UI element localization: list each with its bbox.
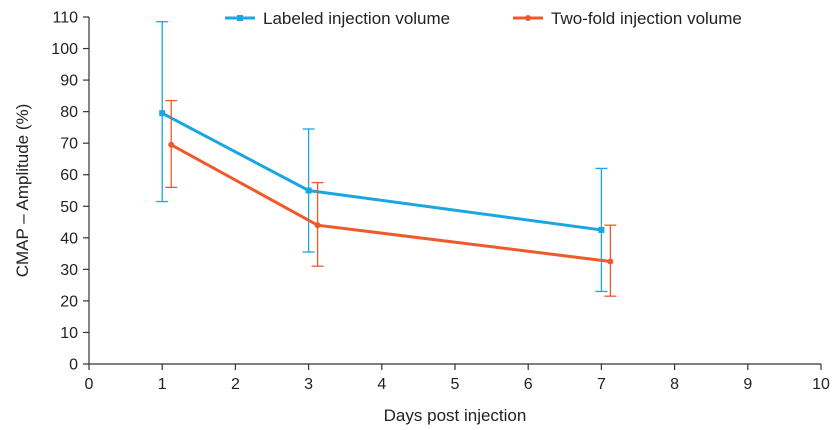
x-tick-label: 2 [231, 376, 240, 393]
y-tick-label: 90 [60, 73, 78, 90]
data-point [305, 187, 312, 194]
x-tick-label: 5 [451, 376, 460, 393]
legend-label: Two-fold injection volume [551, 9, 742, 28]
y-tick-label: 50 [60, 199, 78, 216]
y-tick-label: 0 [69, 357, 78, 374]
legend-marker [525, 15, 531, 21]
y-tick-label: 40 [60, 230, 78, 247]
x-tick-label: 9 [743, 376, 752, 393]
y-axis-title: CMAP – Amplitude (%) [13, 104, 32, 278]
y-tick-label: 10 [60, 325, 78, 342]
x-tick-label: 0 [85, 376, 94, 393]
y-tick-label: 60 [60, 167, 78, 184]
x-tick-label: 6 [524, 376, 533, 393]
y-tick-label: 80 [60, 104, 78, 121]
legend-item: Labeled injection volume [225, 9, 450, 28]
data-point [607, 258, 614, 265]
series-labeled-volume [156, 21, 608, 293]
legend-marker [237, 15, 243, 21]
x-tick-label: 4 [377, 376, 386, 393]
series-two-fold-volume [165, 99, 617, 297]
x-tick-label: 3 [304, 376, 313, 393]
x-tick-label: 10 [812, 376, 830, 393]
y-tick-label: 70 [60, 136, 78, 153]
y-tick-label: 100 [51, 41, 78, 58]
series-line [161, 111, 602, 232]
x-tick-label: 7 [597, 376, 606, 393]
series-layer [156, 21, 617, 297]
data-point [159, 110, 166, 117]
x-tick-label: 8 [670, 376, 679, 393]
data-point [598, 226, 605, 233]
x-axis-title: Days post injection [384, 406, 527, 425]
y-tick-label: 30 [60, 262, 78, 279]
series-line [170, 143, 611, 263]
data-point [168, 141, 175, 148]
legend-label: Labeled injection volume [263, 9, 450, 28]
y-tick-label: 20 [60, 293, 78, 310]
data-point [314, 222, 321, 229]
y-tick-label: 110 [52, 10, 78, 27]
x-tick-label: 1 [158, 376, 167, 393]
legend: Labeled injection volume Two-fold injecti… [225, 9, 742, 28]
legend-item: Two-fold injection volume [513, 9, 742, 28]
